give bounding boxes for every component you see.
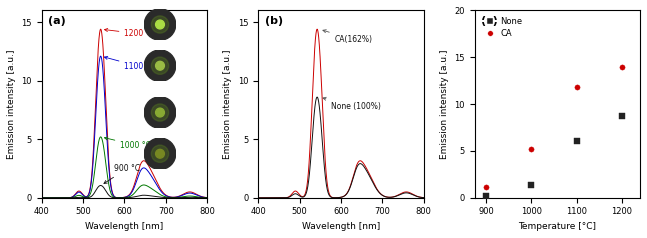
Text: 900 °C: 900 °C [104, 164, 140, 183]
Point [481, 194, 491, 198]
Text: (c): (c) [481, 16, 498, 26]
Text: None (100%): None (100%) [323, 97, 381, 111]
Text: CA(162%): CA(162%) [323, 30, 373, 44]
X-axis label: Wavelength [nm]: Wavelength [nm] [302, 222, 380, 231]
Point [617, 114, 627, 118]
Point [481, 186, 491, 189]
Y-axis label: Emission intensity [a.u.]: Emission intensity [a.u.] [7, 49, 16, 159]
Point [526, 147, 536, 151]
Y-axis label: Emission intensity [a.u.]: Emission intensity [a.u.] [223, 49, 232, 159]
Text: (b): (b) [265, 16, 283, 26]
X-axis label: Wavelength [nm]: Wavelength [nm] [85, 222, 164, 231]
Text: 1200 °C: 1200 °C [105, 29, 155, 38]
Text: (a): (a) [49, 16, 66, 26]
Text: 1000 °C: 1000 °C [104, 137, 151, 150]
Point [526, 183, 536, 187]
Y-axis label: Emission intensity [a.u.]: Emission intensity [a.u.] [440, 49, 449, 159]
Point [571, 139, 582, 143]
X-axis label: Temperature [°C]: Temperature [°C] [518, 222, 597, 231]
Legend: None, CA: None, CA [479, 15, 525, 40]
Point [571, 85, 582, 89]
Text: 1100 °C: 1100 °C [104, 56, 155, 71]
Point [617, 65, 627, 69]
